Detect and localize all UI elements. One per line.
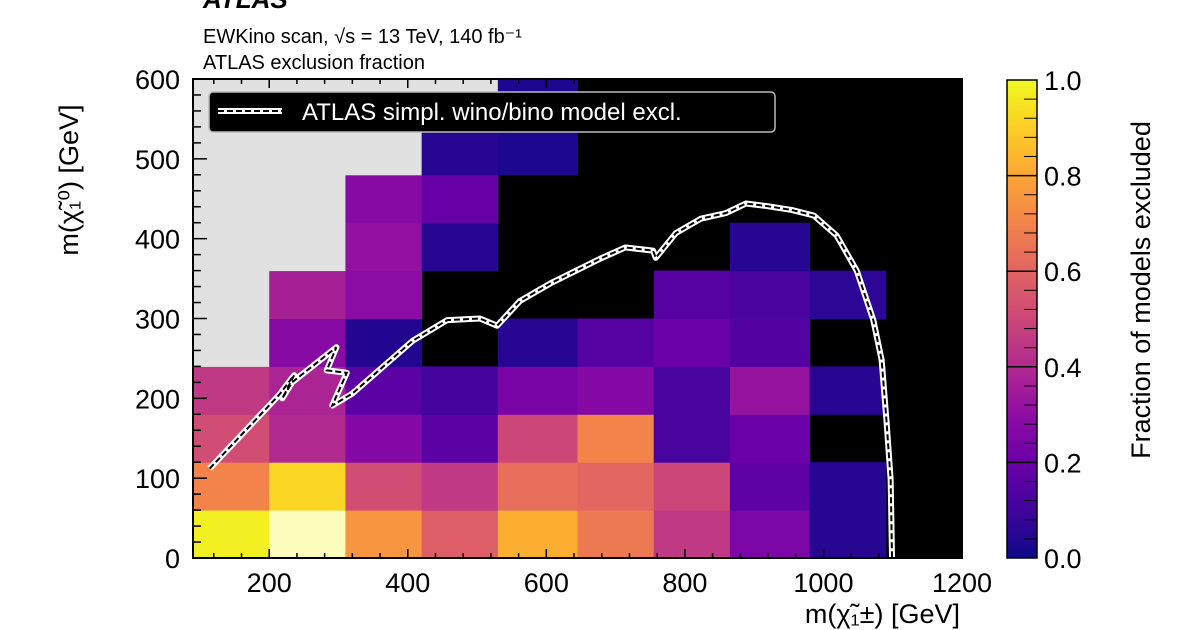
no-scan-cell xyxy=(193,126,270,176)
heatmap-cell xyxy=(421,222,499,272)
heatmap-cell xyxy=(421,126,499,176)
heatmap-cell xyxy=(193,462,270,511)
heatmap-cell xyxy=(577,414,655,463)
heatmap-cell xyxy=(653,462,731,511)
y-tick-label: 0 xyxy=(165,544,180,574)
y-tick-label: 400 xyxy=(135,225,180,255)
heatmap-cell xyxy=(497,366,578,415)
heatmap-cell xyxy=(729,414,811,463)
heatmap-cell xyxy=(421,174,499,224)
heatmap-cell xyxy=(809,270,887,319)
y-tick-label: 200 xyxy=(135,384,180,414)
heatmap-cell xyxy=(497,414,578,463)
heatmap-cell xyxy=(729,318,811,367)
colorbar-tick-label: 0.0 xyxy=(1044,544,1082,574)
x-tick-label: 800 xyxy=(662,568,707,598)
heatmap-cell xyxy=(653,366,731,415)
heatmap-cell xyxy=(577,318,655,367)
no-scan-cell xyxy=(193,318,270,367)
heatmap-cell xyxy=(809,462,887,511)
no-scan-cell xyxy=(345,126,423,176)
y-tick-label: 300 xyxy=(135,305,180,335)
heatmap-cell xyxy=(497,510,578,559)
no-scan-cell xyxy=(193,270,270,319)
x-tick-label: 600 xyxy=(524,568,569,598)
legend-entry-label: ATLAS simpl. wino/bino model excl. xyxy=(302,99,682,126)
heatmap-cell xyxy=(577,366,655,415)
no-scan-cell xyxy=(193,174,270,224)
exclusion-contour xyxy=(207,200,896,559)
heatmap-cell xyxy=(809,366,887,415)
x-tick-label: 200 xyxy=(247,568,292,598)
colorbar xyxy=(1006,79,1038,559)
heatmap-cell xyxy=(729,222,811,272)
colorbar-tick-label: 0.2 xyxy=(1044,448,1082,478)
heatmap-cell xyxy=(653,510,731,559)
heatmap-cell xyxy=(345,414,423,463)
colorbar-tick-label: 1.0 xyxy=(1044,66,1082,96)
heatmap-cell xyxy=(577,462,655,511)
heatmap-cell xyxy=(653,414,731,463)
chart-subtitle: EWKino scan, √s = 13 TeV, 140 fb⁻¹ xyxy=(203,26,522,48)
colorbar-tick-label: 0.8 xyxy=(1044,162,1082,192)
heatmap-cell xyxy=(269,510,346,559)
heatmap-cell xyxy=(345,174,423,224)
heatmap-cell xyxy=(193,414,270,463)
no-scan-cell xyxy=(269,126,346,176)
contour-dash xyxy=(208,202,894,559)
legend-box xyxy=(208,91,776,133)
heatmap-cell xyxy=(345,462,423,511)
heatmap-cell xyxy=(421,462,499,511)
y-tick-label: 500 xyxy=(135,145,180,175)
experiment-label: ATLAS xyxy=(202,0,288,14)
heatmap-cell xyxy=(729,366,811,415)
x-tick-label: 1200 xyxy=(932,568,992,598)
heatmap-cell xyxy=(729,462,811,511)
heatmap-cell xyxy=(345,270,423,319)
x-tick-label: 1000 xyxy=(793,568,853,598)
heatmap-cell xyxy=(345,510,423,559)
heatmap-cell xyxy=(345,222,423,272)
heatmap-cell xyxy=(729,270,811,319)
heatmap-cell xyxy=(269,414,346,463)
no-scan-cell xyxy=(193,222,270,272)
heatmap-cell xyxy=(193,366,270,415)
heatmap-cell xyxy=(497,126,578,176)
heatmap-cell xyxy=(577,510,655,559)
heatmap-cell xyxy=(809,510,887,559)
heatmap-cell xyxy=(653,270,731,319)
legend: ATLAS simpl. wino/bino model excl. xyxy=(208,91,776,133)
heatmap-cell xyxy=(421,366,499,415)
colorbar-tick-label: 0.4 xyxy=(1044,353,1082,383)
y-tick-label: 100 xyxy=(135,464,180,494)
no-scan-cell xyxy=(269,222,346,272)
heatmap-cell xyxy=(653,318,731,367)
heatmap-cell xyxy=(421,414,499,463)
colorbar-tick-label: 0.6 xyxy=(1044,257,1082,287)
heatmap-cell xyxy=(497,462,578,511)
no-scan-cell xyxy=(269,174,346,224)
heatmap-cell xyxy=(269,270,346,319)
heatmap-cell xyxy=(269,462,346,511)
colorbar-label: Fraction of models excluded xyxy=(1126,121,1156,459)
heatmap-cells xyxy=(193,79,962,559)
heatmap-cell xyxy=(729,510,811,559)
axes: 200 400 600 800 1000 1200 0 100 200 300 400 500 600 xyxy=(135,65,992,598)
y-tick-label: 600 xyxy=(135,65,180,95)
heatmap-cell xyxy=(193,510,270,559)
y-axis-label: m(χ̃₁⁰) [GeV] xyxy=(54,104,84,255)
chart-title: ATLAS exclusion fraction xyxy=(203,52,425,74)
x-tick-label: 400 xyxy=(385,568,430,598)
colorbar-ticks: 0.0 0.2 0.4 0.6 0.8 1.0 xyxy=(1007,66,1082,574)
heatmap-cell xyxy=(421,510,499,559)
x-axis-label: m(χ̃₁±) [GeV] xyxy=(805,599,960,629)
heatmap-cell xyxy=(497,318,578,367)
